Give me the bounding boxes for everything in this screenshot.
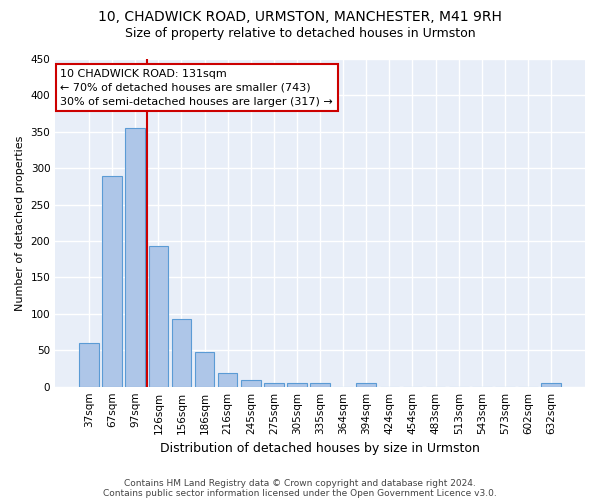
Bar bbox=[195, 352, 214, 386]
Text: Size of property relative to detached houses in Urmston: Size of property relative to detached ho… bbox=[125, 28, 475, 40]
Bar bbox=[149, 246, 168, 386]
Bar bbox=[218, 373, 238, 386]
Bar bbox=[241, 380, 260, 386]
Bar bbox=[79, 343, 99, 386]
Bar bbox=[356, 383, 376, 386]
Text: Contains public sector information licensed under the Open Government Licence v3: Contains public sector information licen… bbox=[103, 488, 497, 498]
Text: 10, CHADWICK ROAD, URMSTON, MANCHESTER, M41 9RH: 10, CHADWICK ROAD, URMSTON, MANCHESTER, … bbox=[98, 10, 502, 24]
Text: 10 CHADWICK ROAD: 131sqm
← 70% of detached houses are smaller (743)
30% of semi-: 10 CHADWICK ROAD: 131sqm ← 70% of detach… bbox=[61, 69, 333, 107]
Bar bbox=[264, 383, 284, 386]
Text: Contains HM Land Registry data © Crown copyright and database right 2024.: Contains HM Land Registry data © Crown c… bbox=[124, 478, 476, 488]
Bar bbox=[103, 176, 122, 386]
Bar bbox=[310, 383, 330, 386]
Bar bbox=[287, 383, 307, 386]
Bar bbox=[541, 383, 561, 386]
X-axis label: Distribution of detached houses by size in Urmston: Distribution of detached houses by size … bbox=[160, 442, 480, 455]
Y-axis label: Number of detached properties: Number of detached properties bbox=[15, 135, 25, 310]
Bar bbox=[172, 319, 191, 386]
Bar bbox=[125, 128, 145, 386]
